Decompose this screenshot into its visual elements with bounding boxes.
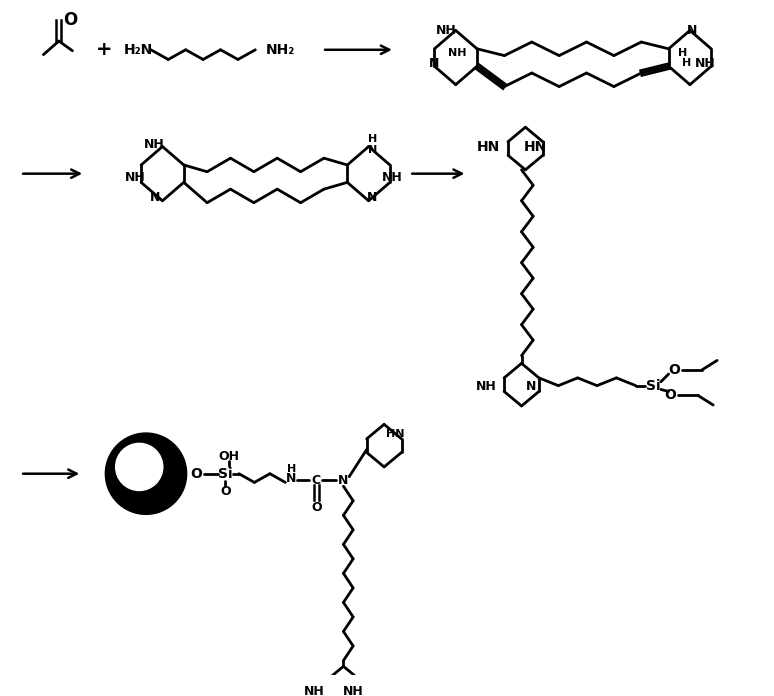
Text: NH: NH: [304, 685, 325, 696]
Text: O: O: [669, 363, 680, 377]
Circle shape: [115, 443, 163, 491]
Text: NH: NH: [695, 57, 716, 70]
Text: NH: NH: [448, 48, 467, 58]
Text: N: N: [687, 24, 697, 37]
Text: Si: Si: [646, 379, 660, 393]
Text: N: N: [149, 191, 160, 205]
Text: NH: NH: [125, 171, 146, 184]
Text: N: N: [526, 380, 536, 393]
Text: H: H: [677, 48, 687, 58]
Text: NH: NH: [476, 380, 497, 393]
Text: OH: OH: [219, 450, 240, 463]
Text: NH: NH: [436, 24, 457, 37]
Text: O: O: [220, 484, 231, 498]
Text: NH: NH: [144, 138, 165, 151]
Circle shape: [105, 433, 187, 514]
Text: O: O: [311, 501, 322, 514]
Text: NH: NH: [343, 685, 364, 696]
Text: N: N: [368, 191, 378, 205]
Text: HN: HN: [523, 140, 546, 154]
Text: HN: HN: [477, 140, 500, 154]
Text: N: N: [430, 57, 440, 70]
Text: HN: HN: [386, 429, 405, 439]
Text: Si: Si: [218, 467, 233, 481]
Text: NH: NH: [382, 171, 402, 184]
Text: N: N: [286, 472, 296, 485]
Text: N: N: [338, 474, 348, 487]
Text: H
N: H N: [368, 134, 377, 155]
Text: SiO: SiO: [129, 470, 153, 483]
Text: O: O: [665, 388, 676, 402]
Text: O: O: [63, 10, 77, 29]
Text: O: O: [190, 467, 202, 481]
Text: NH₂: NH₂: [266, 42, 295, 57]
Text: +: +: [96, 40, 113, 59]
Text: H₂N: H₂N: [124, 42, 153, 57]
Text: H: H: [683, 58, 692, 68]
Text: C: C: [312, 474, 321, 487]
Text: H: H: [286, 464, 296, 474]
